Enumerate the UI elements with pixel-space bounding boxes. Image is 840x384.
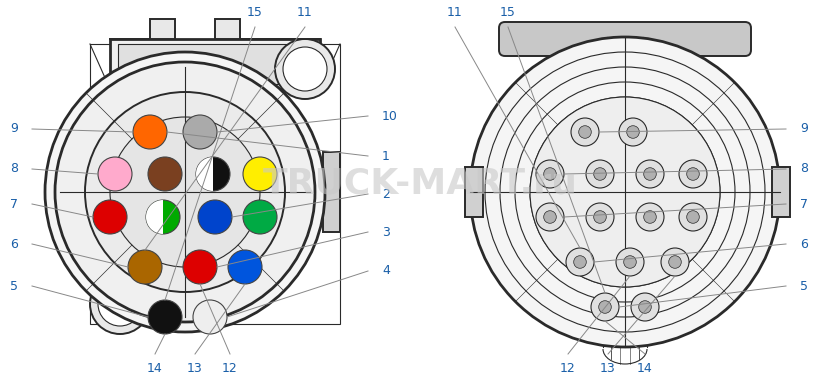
Circle shape bbox=[110, 117, 260, 267]
Text: 13: 13 bbox=[187, 362, 203, 375]
Circle shape bbox=[90, 274, 150, 334]
Text: 6: 6 bbox=[10, 237, 18, 250]
Circle shape bbox=[148, 157, 182, 191]
Text: 14: 14 bbox=[637, 362, 653, 375]
Text: 3: 3 bbox=[382, 225, 390, 238]
Polygon shape bbox=[613, 292, 637, 307]
Circle shape bbox=[148, 300, 182, 334]
Wedge shape bbox=[146, 200, 163, 234]
Polygon shape bbox=[215, 19, 240, 39]
Polygon shape bbox=[323, 152, 340, 232]
Circle shape bbox=[586, 160, 614, 188]
Text: 6: 6 bbox=[800, 237, 808, 250]
Text: 15: 15 bbox=[500, 6, 516, 19]
Circle shape bbox=[679, 203, 707, 231]
Circle shape bbox=[638, 301, 651, 313]
Circle shape bbox=[687, 168, 699, 180]
Circle shape bbox=[98, 282, 142, 326]
Circle shape bbox=[183, 115, 217, 149]
Polygon shape bbox=[80, 177, 95, 207]
Circle shape bbox=[624, 256, 637, 268]
Circle shape bbox=[687, 211, 699, 223]
Circle shape bbox=[566, 248, 594, 276]
Text: 9: 9 bbox=[10, 122, 18, 136]
Circle shape bbox=[228, 250, 262, 284]
Circle shape bbox=[643, 211, 656, 223]
Circle shape bbox=[146, 200, 180, 234]
Wedge shape bbox=[196, 157, 213, 191]
Circle shape bbox=[669, 256, 681, 268]
Text: 5: 5 bbox=[800, 280, 808, 293]
Circle shape bbox=[45, 52, 325, 332]
Text: 1: 1 bbox=[382, 149, 390, 162]
Text: 14: 14 bbox=[147, 362, 163, 375]
Text: 15: 15 bbox=[247, 6, 263, 19]
Circle shape bbox=[599, 301, 612, 313]
Circle shape bbox=[594, 211, 606, 223]
FancyBboxPatch shape bbox=[499, 22, 751, 56]
Circle shape bbox=[530, 97, 720, 287]
Circle shape bbox=[198, 200, 232, 234]
Circle shape bbox=[98, 157, 132, 191]
Circle shape bbox=[627, 126, 639, 138]
Text: 10: 10 bbox=[382, 109, 398, 122]
Circle shape bbox=[470, 37, 780, 347]
Circle shape bbox=[283, 47, 327, 91]
Circle shape bbox=[636, 203, 664, 231]
Circle shape bbox=[93, 200, 127, 234]
Text: 7: 7 bbox=[10, 197, 18, 210]
Circle shape bbox=[543, 211, 556, 223]
Circle shape bbox=[543, 168, 556, 180]
Circle shape bbox=[586, 203, 614, 231]
Text: 11: 11 bbox=[447, 6, 463, 19]
Circle shape bbox=[243, 157, 277, 191]
Circle shape bbox=[661, 248, 689, 276]
Circle shape bbox=[643, 168, 656, 180]
Text: 8: 8 bbox=[10, 162, 18, 175]
Circle shape bbox=[128, 250, 162, 284]
Text: 2: 2 bbox=[382, 187, 390, 200]
Text: 12: 12 bbox=[222, 362, 238, 375]
Circle shape bbox=[571, 118, 599, 146]
Circle shape bbox=[616, 248, 644, 276]
Circle shape bbox=[536, 160, 564, 188]
Circle shape bbox=[574, 256, 586, 268]
Circle shape bbox=[196, 157, 230, 191]
Circle shape bbox=[679, 160, 707, 188]
Polygon shape bbox=[118, 44, 312, 84]
Circle shape bbox=[85, 92, 285, 292]
Circle shape bbox=[133, 115, 167, 149]
Circle shape bbox=[536, 203, 564, 231]
Circle shape bbox=[619, 118, 647, 146]
Polygon shape bbox=[150, 19, 175, 39]
Polygon shape bbox=[110, 39, 320, 89]
Text: 8: 8 bbox=[800, 162, 808, 175]
Text: 11: 11 bbox=[297, 6, 312, 19]
Polygon shape bbox=[772, 167, 790, 217]
Text: 4: 4 bbox=[382, 265, 390, 278]
Polygon shape bbox=[465, 167, 483, 217]
Circle shape bbox=[636, 160, 664, 188]
Circle shape bbox=[275, 39, 335, 99]
Circle shape bbox=[579, 126, 591, 138]
Text: 7: 7 bbox=[800, 197, 808, 210]
Circle shape bbox=[243, 200, 277, 234]
Circle shape bbox=[193, 300, 227, 334]
Circle shape bbox=[183, 250, 217, 284]
Circle shape bbox=[594, 168, 606, 180]
Text: 5: 5 bbox=[10, 280, 18, 293]
Text: 9: 9 bbox=[800, 122, 808, 136]
Text: TRUCK-MART.ru: TRUCK-MART.ru bbox=[263, 167, 577, 201]
Circle shape bbox=[591, 293, 619, 321]
Circle shape bbox=[55, 62, 315, 322]
Text: 12: 12 bbox=[560, 362, 576, 375]
Circle shape bbox=[631, 293, 659, 321]
Text: 13: 13 bbox=[600, 362, 616, 375]
